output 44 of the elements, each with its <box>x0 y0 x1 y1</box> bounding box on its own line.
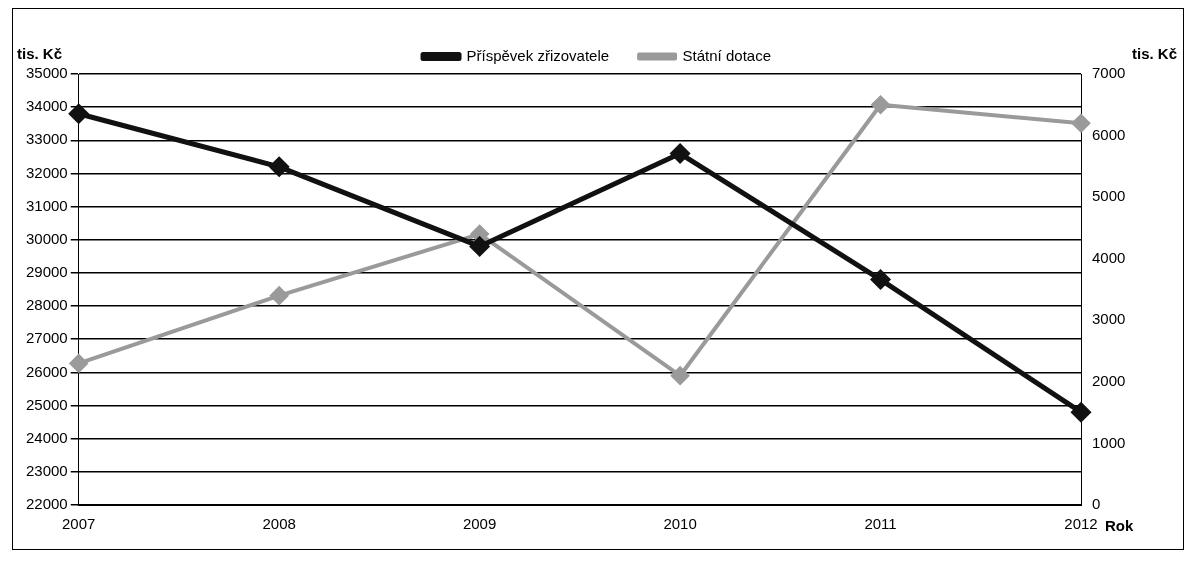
y2-tick-label: 1000 <box>1092 433 1126 451</box>
y-tick-label: 22000 <box>25 495 68 513</box>
y-tick-label: 30000 <box>25 229 68 247</box>
point <box>270 286 289 305</box>
y2-tick-label: 5000 <box>1092 187 1126 205</box>
y2-tick-label: 2000 <box>1092 372 1126 389</box>
y-tick-label: 27000 <box>25 329 68 347</box>
y-tick-label: 25000 <box>25 395 68 413</box>
y-tick-label: 26000 <box>25 362 68 380</box>
y2-axis-title: tis. Kč <box>1131 44 1177 62</box>
point <box>671 366 690 385</box>
point <box>1071 402 1091 422</box>
y-tick-label: 32000 <box>25 163 68 181</box>
x-tick-label: 2011 <box>864 515 897 533</box>
y-tick-label: 34000 <box>25 97 68 115</box>
x-tick-label: 2009 <box>462 515 497 533</box>
y-tick-label: 29000 <box>25 263 68 281</box>
point <box>69 104 89 124</box>
y-tick-label: 23000 <box>25 461 68 479</box>
point <box>670 144 690 164</box>
y-tick-label: 35000 <box>25 64 68 82</box>
y2-tick-label: 3000 <box>1092 310 1126 328</box>
y2-tick-label: 6000 <box>1092 125 1126 143</box>
y2-tick-label: 4000 <box>1092 248 1126 266</box>
y-tick-label: 33000 <box>25 130 68 148</box>
point <box>1072 114 1090 133</box>
point <box>69 354 88 373</box>
point <box>470 236 490 256</box>
legend-label: Příspěvek zřizovatele <box>466 46 610 64</box>
point <box>269 157 289 177</box>
y2-tick-label: 7000 <box>1092 64 1126 82</box>
legend-label: Státní dotace <box>682 46 771 64</box>
point <box>871 95 890 114</box>
x-tick-label: 2007 <box>62 515 96 533</box>
y-axis-title: tis. Kč <box>17 44 63 62</box>
x-tick-label: 2008 <box>262 515 296 533</box>
x-axis-title: Rok <box>1105 516 1134 534</box>
y-tick-label: 31000 <box>25 196 68 214</box>
x-tick-label: 2010 <box>663 515 697 533</box>
y-tick-label: 24000 <box>25 428 68 446</box>
y-tick-label: 28000 <box>25 296 68 314</box>
y2-tick-label: 0 <box>1092 495 1101 513</box>
point <box>871 270 891 290</box>
x-tick-label: 2012 <box>1064 515 1098 533</box>
